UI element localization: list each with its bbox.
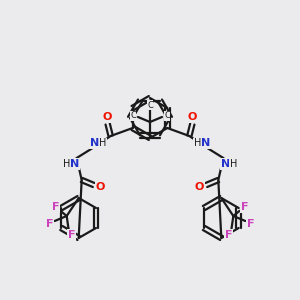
Text: F: F bbox=[52, 202, 59, 212]
Text: F: F bbox=[241, 202, 248, 212]
Text: F: F bbox=[225, 230, 232, 240]
Text: O: O bbox=[103, 112, 112, 122]
Text: N: N bbox=[90, 138, 99, 148]
Text: N: N bbox=[221, 159, 230, 169]
Text: O: O bbox=[188, 112, 197, 122]
Text: C: C bbox=[130, 112, 136, 121]
Text: O: O bbox=[195, 182, 204, 192]
Text: H: H bbox=[194, 138, 201, 148]
Text: F: F bbox=[68, 230, 75, 240]
Text: H: H bbox=[63, 159, 70, 169]
Text: O: O bbox=[96, 182, 105, 192]
Text: F: F bbox=[247, 219, 254, 229]
Text: H: H bbox=[230, 159, 237, 169]
Text: C: C bbox=[164, 112, 170, 121]
Text: H: H bbox=[99, 138, 106, 148]
Text: F: F bbox=[46, 219, 53, 229]
Text: C: C bbox=[147, 100, 153, 109]
Text: N: N bbox=[201, 138, 210, 148]
Text: N: N bbox=[70, 159, 79, 169]
